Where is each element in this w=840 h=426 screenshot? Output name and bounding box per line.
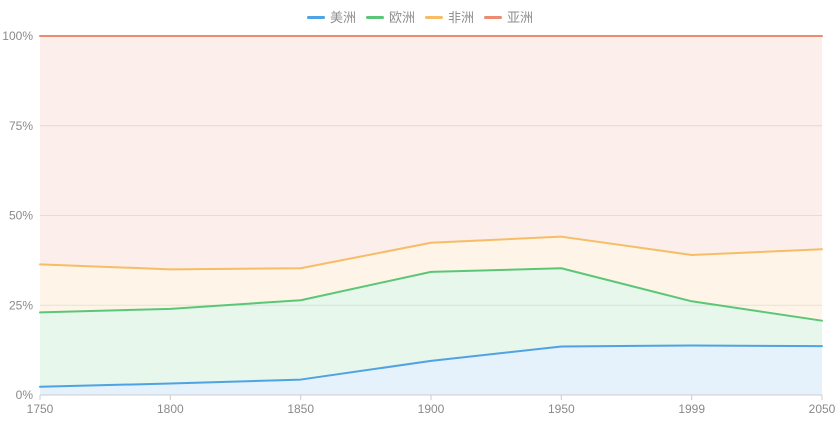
series-area-1[interactable] (40, 268, 822, 387)
series-area-2[interactable] (40, 236, 822, 321)
legend-label: 非洲 (448, 9, 475, 25)
series-area-0[interactable] (40, 345, 822, 395)
y-axis-label: 100% (2, 29, 33, 43)
x-axis-label: 1999 (678, 402, 705, 416)
x-axis-label: 1850 (287, 402, 314, 416)
legend-line-marker-icon (484, 15, 503, 19)
chart-legend: 美洲 欧洲 非洲 亚洲 (0, 8, 840, 26)
legend-label: 亚洲 (507, 9, 534, 25)
legend-item-3[interactable]: 亚洲 (484, 11, 533, 24)
x-axis-label: 1750 (27, 402, 54, 416)
x-axis-label: 2050 (809, 402, 836, 416)
y-axis-label: 0% (16, 388, 34, 402)
legend-line-marker-icon (425, 15, 443, 19)
series-line-0 (39, 344, 823, 388)
x-axis-label: 1950 (548, 402, 575, 416)
legend-line-marker-icon (365, 15, 384, 19)
series-line-2 (39, 235, 823, 271)
legend-item-1[interactable]: 欧洲 (365, 9, 415, 25)
x-axis-label: 1800 (157, 402, 184, 416)
legend-item-2[interactable]: 非洲 (425, 11, 474, 24)
legend-item-0[interactable]: 美洲 (306, 9, 356, 25)
legend-line-marker-icon (306, 15, 325, 19)
x-axis-label: 1900 (418, 402, 445, 416)
legend-label: 美洲 (329, 9, 356, 25)
series-line-1 (39, 267, 823, 322)
legend-label: 欧洲 (388, 9, 415, 25)
y-axis-label: 75% (9, 119, 33, 133)
y-axis-label: 50% (9, 209, 33, 223)
y-axis-label: 25% (9, 298, 33, 312)
series-area-3[interactable] (40, 36, 822, 270)
